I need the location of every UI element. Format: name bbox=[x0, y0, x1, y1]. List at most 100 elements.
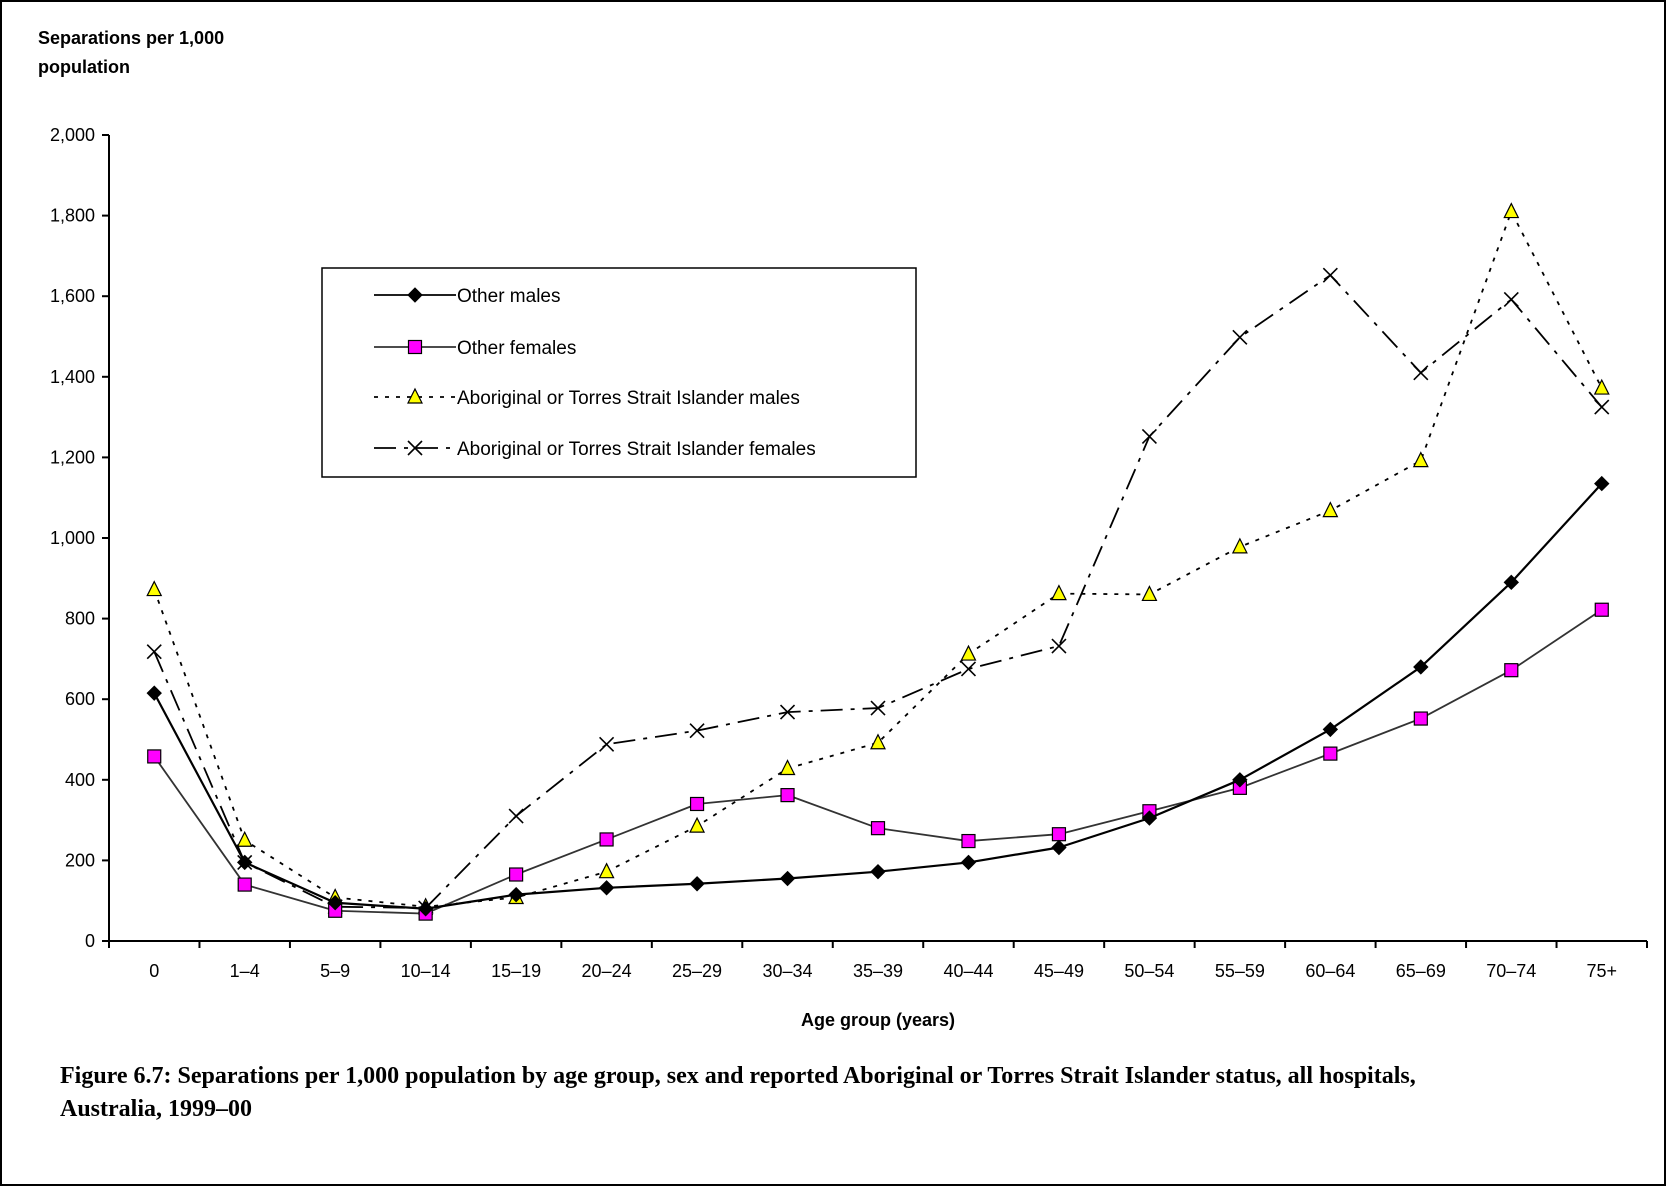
data-point bbox=[327, 895, 343, 911]
data-point bbox=[1412, 451, 1429, 468]
x-tick-label: 50–54 bbox=[1124, 961, 1174, 981]
data-point bbox=[960, 644, 977, 661]
y-tick-label: 2,000 bbox=[50, 125, 95, 145]
x-tick-label: 25–29 bbox=[672, 961, 722, 981]
data-point bbox=[1503, 291, 1519, 307]
data-point bbox=[146, 580, 163, 597]
y-tick-label: 400 bbox=[65, 770, 95, 790]
data-point bbox=[1141, 428, 1157, 445]
data-point bbox=[1413, 711, 1428, 726]
data-point bbox=[147, 749, 162, 764]
axes: 0 200 400 600 800 1,000 1,200 1,400 1,600 1,800 2,… bbox=[50, 125, 1648, 981]
x-tick-label: 1–4 bbox=[230, 961, 260, 981]
data-point bbox=[1141, 585, 1158, 602]
data-point bbox=[599, 736, 615, 752]
data-point bbox=[1503, 574, 1520, 591]
data-point bbox=[779, 759, 796, 776]
x-tick-label: 70–74 bbox=[1486, 961, 1536, 981]
x-tick-label: 75+ bbox=[1586, 961, 1617, 981]
data-point bbox=[598, 880, 615, 896]
data-point bbox=[870, 863, 886, 880]
legend-entry: Other males bbox=[374, 286, 560, 307]
data-point bbox=[689, 796, 705, 812]
legend-marker bbox=[407, 440, 423, 456]
data-point bbox=[236, 854, 253, 871]
data-point bbox=[1051, 827, 1067, 842]
data-point bbox=[1051, 839, 1067, 856]
data-point bbox=[870, 733, 886, 750]
data-point bbox=[961, 833, 976, 849]
figure-caption: Figure 6.7: Separations per 1,000 popula… bbox=[60, 1063, 1416, 1122]
x-tick-label: 15–19 bbox=[491, 961, 541, 981]
y-tick-label: 1,800 bbox=[50, 206, 95, 226]
data-point bbox=[689, 723, 705, 739]
data-point bbox=[1413, 365, 1429, 381]
data-point bbox=[1503, 202, 1520, 219]
legend-label: Aboriginal or Torres Strait Islander fem… bbox=[457, 439, 816, 460]
x-tick-label: 35–39 bbox=[853, 961, 903, 981]
data-point bbox=[1232, 772, 1248, 788]
data-point bbox=[417, 901, 434, 917]
data-point bbox=[236, 830, 253, 847]
x-tick-label: 0 bbox=[149, 961, 159, 981]
data-point bbox=[779, 870, 796, 887]
x-tick-label: 10–14 bbox=[401, 961, 451, 981]
data-point bbox=[779, 704, 796, 720]
legend-label: Aboriginal or Torres Strait Islander mal… bbox=[457, 388, 800, 409]
data-point bbox=[146, 644, 162, 660]
data-point bbox=[598, 862, 615, 879]
x-tick-label: 45–49 bbox=[1034, 961, 1084, 981]
x-tick-label: 65–69 bbox=[1396, 961, 1446, 981]
legend-marker bbox=[407, 339, 423, 355]
data-point bbox=[508, 886, 524, 903]
legend-entry: Other females bbox=[374, 338, 576, 359]
legend-marker bbox=[407, 387, 423, 404]
y-tick-label: 800 bbox=[65, 609, 95, 629]
data-point bbox=[960, 854, 977, 871]
series-layer bbox=[146, 202, 1610, 921]
data-point bbox=[1051, 638, 1067, 654]
data-point bbox=[780, 788, 795, 803]
data-point bbox=[870, 700, 886, 716]
data-point bbox=[1231, 537, 1248, 554]
data-point bbox=[237, 877, 252, 892]
y-tick-label: 0 bbox=[85, 931, 95, 951]
x-tick-label: 5–9 bbox=[320, 961, 350, 981]
legend-marker bbox=[407, 287, 423, 303]
x-axis-title: Age group (years) bbox=[801, 1010, 955, 1030]
x-tick-label: 55–59 bbox=[1215, 961, 1265, 981]
y-tick-label: 1,400 bbox=[50, 367, 95, 387]
data-point bbox=[1593, 378, 1610, 395]
legend-entry: Aboriginal or Torres Strait Islander fem… bbox=[374, 439, 816, 460]
legend-label: Other males bbox=[457, 286, 560, 307]
x-tick-label: 40–44 bbox=[943, 961, 993, 981]
data-point bbox=[689, 876, 705, 892]
data-point bbox=[960, 661, 977, 677]
data-point bbox=[599, 832, 614, 847]
data-point bbox=[1322, 721, 1339, 738]
data-point bbox=[1594, 399, 1610, 415]
data-point bbox=[1141, 810, 1158, 826]
data-point bbox=[1594, 475, 1610, 492]
data-point bbox=[1322, 501, 1339, 518]
series-1 bbox=[146, 475, 1610, 917]
series-2 bbox=[147, 602, 1609, 921]
series-line bbox=[153, 482, 1603, 910]
y-axis-title-line-2: population bbox=[38, 57, 130, 77]
data-point bbox=[1323, 746, 1338, 761]
y-axis-title: Separations per 1,000 population bbox=[38, 28, 224, 77]
data-point bbox=[1594, 602, 1609, 617]
legend-entry: Aboriginal or Torres Strait Islander mal… bbox=[374, 387, 800, 409]
y-tick-label: 1,200 bbox=[50, 447, 95, 467]
y-tick-label: 600 bbox=[65, 689, 95, 709]
x-tick-label: 30–34 bbox=[762, 961, 812, 981]
y-tick-label: 200 bbox=[65, 850, 95, 870]
legend-label: Other females bbox=[457, 338, 576, 359]
legend: Other males Other females Aboriginal or To… bbox=[321, 267, 917, 478]
data-point bbox=[870, 821, 886, 836]
y-tick-label: 1,000 bbox=[50, 528, 95, 548]
y-tick-label: 1,600 bbox=[50, 286, 95, 306]
data-point bbox=[146, 685, 162, 701]
